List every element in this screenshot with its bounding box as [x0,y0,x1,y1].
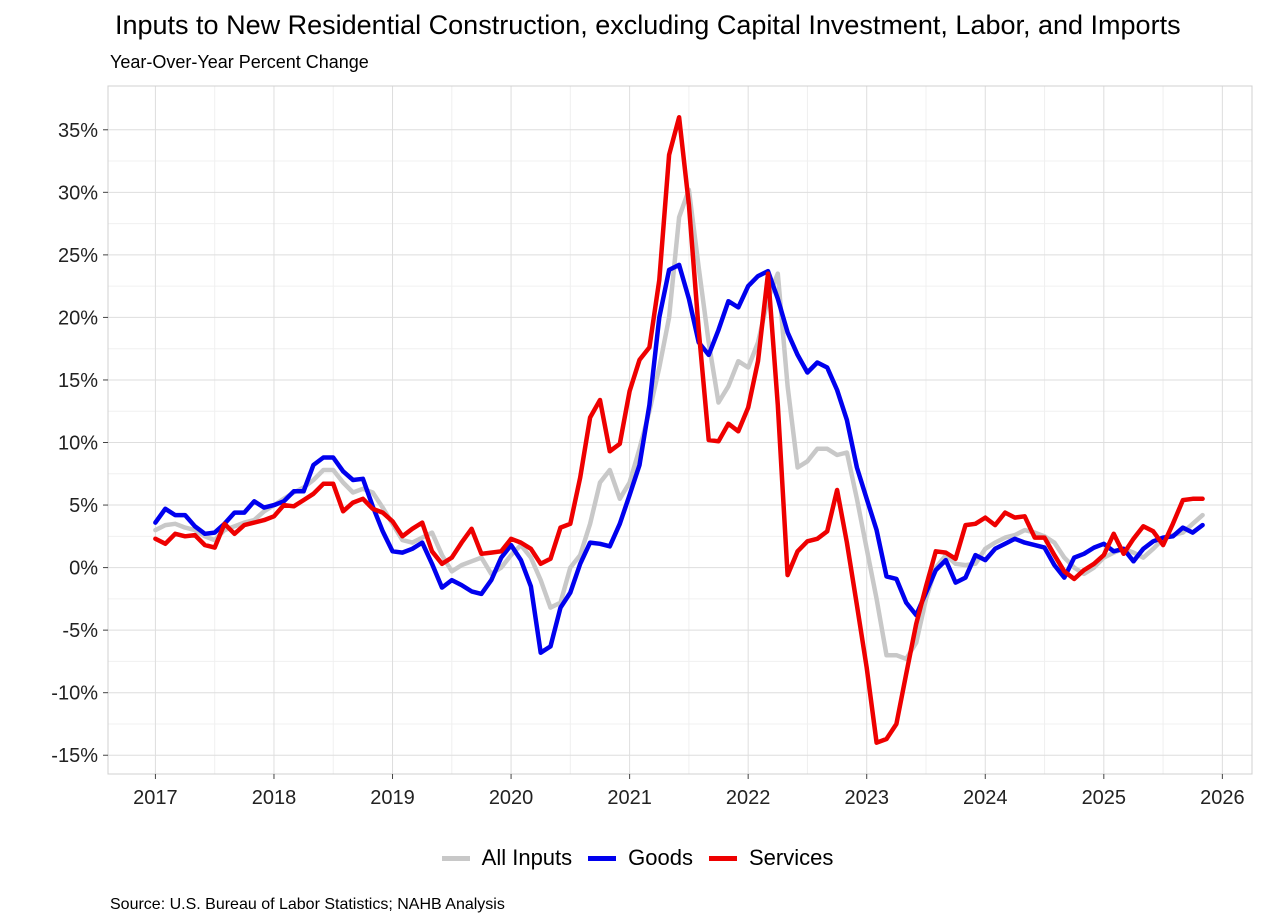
y-tick-label: 30% [58,182,98,204]
legend-swatch-all-inputs [441,855,470,861]
x-tick-label: 2026 [1200,787,1245,809]
legend-label-services: Services [748,845,834,870]
y-tick-label: -10% [51,683,98,705]
y-tick-label: 5% [69,495,98,517]
source-note: Source: U.S. Bureau of Labor Statistics;… [110,896,505,913]
grid-lines [108,86,1252,774]
y-tick-label: 20% [58,307,98,329]
x-tick-label: 2023 [844,787,889,809]
legend-item-goods: Goods [588,845,693,871]
series-line-all-inputs [153,187,1205,662]
legend-item-services: Services [708,845,834,871]
series-line-services [153,115,1205,745]
x-tick-label: 2017 [133,787,178,809]
chart-subtitle: Year-Over-Year Percent Change [110,52,369,72]
y-tick-label: -15% [51,745,98,767]
x-tick-label: 2019 [370,787,415,809]
series-lines [153,115,1205,745]
y-tick-label: 25% [58,245,98,267]
x-tick-label: 2018 [252,787,297,809]
x-tick-label: 2025 [1082,787,1127,809]
x-tick-label: 2022 [726,787,771,809]
series-line-goods [153,262,1205,655]
y-tick-label: 10% [58,433,98,455]
legend-swatch-goods [588,855,617,861]
x-tick-label: 2024 [963,787,1008,809]
tick-labels: 2017 2018 2019 2020 2021 2022 2023 2024 2025 2026… [51,120,1244,809]
y-tick-label: 15% [58,370,98,392]
legend-swatch-services [708,855,737,861]
legend: All Inputs Goods Services [0,845,1275,871]
y-tick-label: 35% [58,120,98,142]
plot-border [107,85,1253,775]
y-tick-label: -5% [62,620,98,642]
legend-label-all-inputs: All Inputs [481,845,573,870]
x-tick-label: 2020 [489,787,534,809]
x-tick-label: 2021 [607,787,652,809]
axes [103,85,1253,779]
legend-label-goods: Goods [628,845,693,870]
y-tick-label: 0% [69,558,98,580]
legend-item-all-inputs: All Inputs [441,845,573,871]
chart-title: Inputs to New Residential Construction, … [115,10,1181,40]
